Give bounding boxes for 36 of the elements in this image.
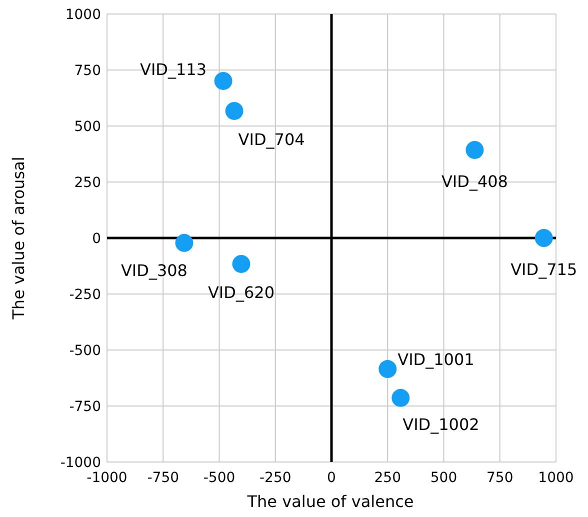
- point: [534, 229, 553, 247]
- y-tick-label: -250: [69, 287, 101, 303]
- point: [175, 234, 194, 252]
- y-tick-label: -500: [69, 343, 101, 359]
- y-tick-label: -1000: [60, 455, 101, 471]
- point: [378, 360, 397, 378]
- y-tick-label: 1000: [65, 7, 101, 23]
- x-tick-label: -1000: [86, 470, 128, 486]
- annotation: VID_704: [238, 130, 305, 149]
- annotation: VID_408: [441, 172, 508, 191]
- annotation: VID_715: [510, 260, 578, 279]
- annotation: VID_1002: [402, 414, 480, 434]
- y-tick-label: 0: [92, 231, 101, 247]
- x-tick-label: -500: [203, 470, 236, 486]
- point: [225, 102, 244, 120]
- x-tick-label: 250: [374, 470, 401, 486]
- x-tick-label: 1000: [538, 470, 574, 486]
- point: [214, 72, 232, 90]
- point: [392, 388, 410, 407]
- x-tick-label: -250: [259, 470, 292, 486]
- x-tick-label: 500: [430, 470, 458, 486]
- annotation: VID_113: [140, 60, 207, 79]
- annotation: VID_1001: [398, 350, 474, 370]
- annotation: VID_308: [120, 260, 188, 280]
- y-tick-label: -750: [69, 399, 101, 415]
- y-axis-title: The value of arousal: [9, 156, 28, 320]
- y-tick-label: 500: [74, 119, 101, 135]
- annotation: VID_620: [208, 282, 275, 302]
- x-tick-label: 750: [486, 470, 514, 486]
- x-tick-label: -750: [147, 470, 180, 486]
- point: [466, 140, 484, 159]
- y-tick-label: 750: [74, 63, 101, 79]
- point: [232, 254, 250, 273]
- x-tick-label: 0: [327, 470, 336, 486]
- x-axis-title: The value of valence: [246, 492, 414, 511]
- y-tick-label: 250: [74, 175, 101, 191]
